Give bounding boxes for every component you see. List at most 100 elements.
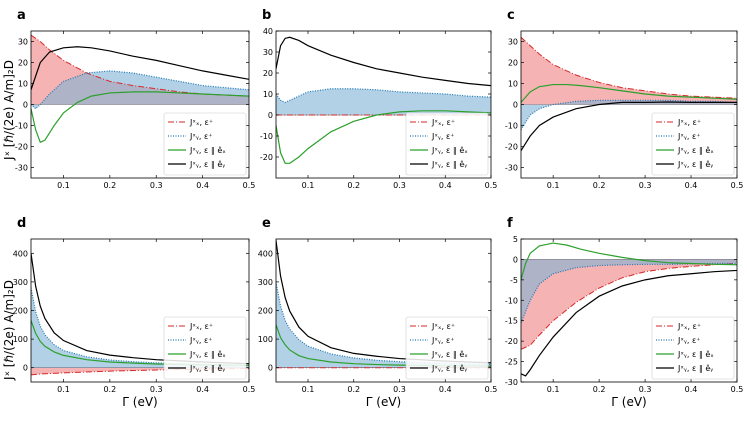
y-tick-label: -30 [15,164,28,173]
legend-label: Jˣᵧ, ε⁺ [677,336,701,345]
legend-label: Jˣᵧ, ε⁺ [677,132,701,141]
x-tick-label: 0.4 [196,385,209,394]
series-fill-red [521,37,737,105]
series-line-green [31,91,249,144]
x-tick-label: 0.5 [485,181,498,190]
legend-box [163,316,247,380]
panel-label-a: a [17,8,26,23]
series-fill-blue [521,259,737,323]
series-line-black [521,269,737,377]
y-tick-label: 400 [258,249,273,258]
x-tick-label: 0.1 [57,385,70,394]
x-tick-label: 0.4 [439,181,452,190]
series-line-green [521,242,737,281]
y-tick-label: -10 [505,122,518,131]
y-tick-label: 30 [263,48,273,57]
legend-label: Jˣᵧ, ε⁺ [431,132,455,141]
legend-label: Jˣₓ, ε⁺ [189,118,213,127]
y-tick-label: 5 [513,235,518,244]
panel-b: b -20 -10 0 10 20 30 40 0.1 0.2 0.3 0.4 0.5 Jˣₓ, ε⁺ Jˣ… [260,8,497,190]
y-tick-label: 0 [23,364,28,373]
series-line-red [31,368,249,376]
y-tick-label: 10 [263,90,273,99]
legend-label: Jˣᵧ, ε ∥ êᵧ [189,363,225,373]
x-axis-label: Γ (eV) [366,395,401,409]
legend-label: Jˣₓ, ε⁺ [189,322,213,331]
legend-label: Jˣᵧ, ε⁺ [189,336,213,345]
x-tick-label: 0.1 [57,181,70,190]
plot-frame [275,30,492,179]
x-tick-label: 0.3 [639,181,652,190]
legend-label: Jˣₓ, ε⁺ [431,322,455,331]
panel-d: d 0 100 200 300 400 0.1 0.2 0.3 0.4 0.5 Γ (eV) Jˣₓ, … [13,216,256,409]
y-tick-label: 20 [263,69,273,78]
x-tick-label: 0.3 [393,385,406,394]
x-tick-label: 0.2 [103,181,116,190]
x-tick-label: 0.4 [685,385,698,394]
y-tick-label: 30 [18,38,28,47]
panel-label-d: d [17,216,26,231]
panel-f: f -30 -25 -20 -15 -10 -5 0 5 0.1 0.2 0.3 0.4 0.5 Γ (eV… [505,216,743,409]
y-tick-label: -30 [505,164,518,173]
legend-box [405,316,489,380]
x-tick-label: 0.5 [485,385,498,394]
series-fill-blue [276,281,491,368]
y-tick-label: 0 [268,364,273,373]
y-tick-label: 100 [258,335,273,344]
panel-label-b: b [262,8,271,23]
x-tick-label: 0.3 [150,181,163,190]
series-line-green [276,110,491,164]
y-tick-label: 400 [13,249,28,258]
legend-label: Jˣᵧ, ε⁺ [431,336,455,345]
y-tick-label: -10 [260,132,273,141]
series-line-black [31,46,249,90]
y-tick-label: 200 [13,307,28,316]
y-tick-label: 0 [513,101,518,110]
x-tick-label: 0.3 [393,181,406,190]
series-fill-red [31,367,249,375]
plot-area [31,34,249,144]
y-tick-label: -15 [505,317,518,326]
y-tick-label: 100 [13,335,28,344]
legend-box [163,112,247,176]
legend-label: Jˣᵧ, ε ∥ êₓ [677,145,714,155]
x-tick-label: 0.4 [196,181,209,190]
legend-label: Jˣₓ, ε⁺ [677,118,701,127]
x-tick-label: 0.2 [593,181,606,190]
y-tick-label: 0 [268,111,273,120]
series-fill-blue [521,100,737,130]
series-line-black [276,36,491,87]
legend-box [651,316,735,380]
series-fill-red [521,259,737,350]
panel-a: a -30 -20 -10 0 10 20 30 0.1 0.2 0.3 0.4 0.5 Jˣₓ, ε⁺ J… [15,8,255,190]
legend-label: Jˣᵧ, ε ∥ êₓ [189,145,226,155]
x-axis-label: Γ (eV) [122,395,157,409]
series-line-green [521,83,737,103]
y-tick-label: -20 [260,153,273,162]
y-tick-label: 10 [18,80,28,89]
ylabel-bottom: Jˣ [ℏ/(2e) A/m]₂D [2,280,16,381]
y-tick-label: 40 [263,27,273,36]
series-fill-blue [276,88,491,115]
x-tick-label: 0.1 [302,385,315,394]
y-tick-label: 300 [258,278,273,287]
x-tick-label: 0.2 [103,385,116,394]
x-tick-label: 0.5 [243,181,256,190]
y-tick-label: 20 [18,59,28,68]
x-tick-label: 0.1 [547,385,560,394]
panel-e: e 0 100 200 300 400 0.1 0.2 0.3 0.4 0.5 Γ (eV) Jˣₓ, … [258,216,498,409]
series-line-black [521,101,737,152]
legend-label: Jˣᵧ, ε ∥ êᵧ [677,363,713,373]
legend-box [405,112,489,176]
panel-c: c -30 -20 -10 0 10 20 30 0.1 0.2 0.3 0.4 0.5 Jˣₓ, ε⁺ J… [505,8,743,190]
series-line-blue [521,99,737,131]
x-axis-label: Γ (eV) [611,395,646,409]
panel-label-c: c [507,8,515,23]
y-tick-label: 10 [508,80,518,89]
plot-frame [520,238,738,383]
plot-area [521,242,737,377]
legend-label: Jˣᵧ, ε ∥ êₓ [677,349,714,359]
y-tick-label: -20 [505,337,518,346]
plot-area [521,36,737,152]
ylabel-top: Jˣ [ℏ/(2e) A/m]₂D [2,60,16,161]
